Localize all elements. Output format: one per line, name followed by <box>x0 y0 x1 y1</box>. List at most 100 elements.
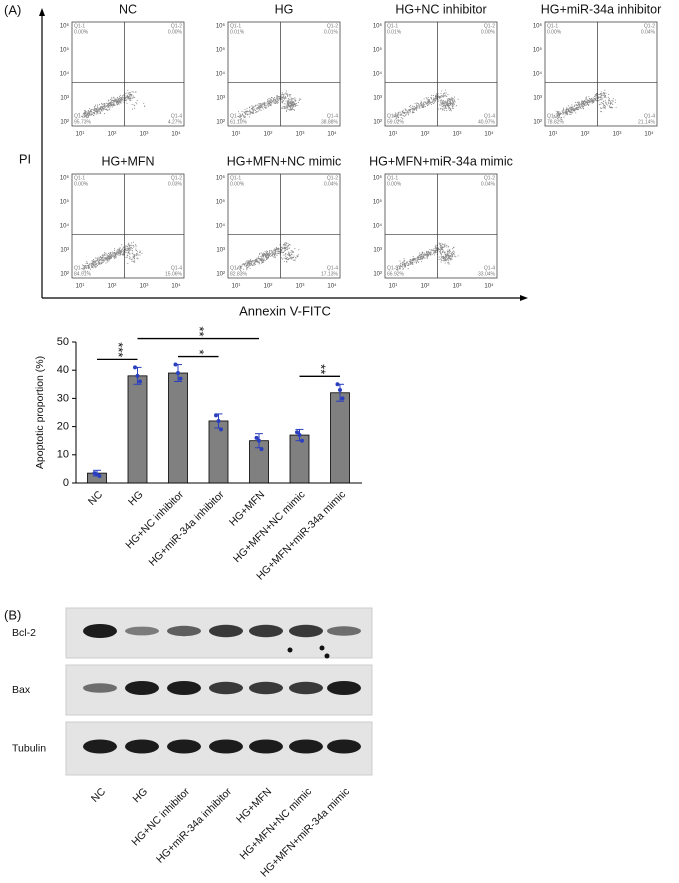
event-dot <box>576 102 578 104</box>
event-dot <box>117 252 119 255</box>
event-dot <box>395 118 397 120</box>
event-dot <box>605 97 607 99</box>
event-dot <box>119 250 122 252</box>
row-label: Bcl-2 <box>12 627 36 639</box>
event-dot <box>573 108 575 110</box>
event-dot <box>102 109 104 111</box>
event-dot <box>248 260 250 262</box>
quadrant-name: Q1-2 <box>484 175 495 181</box>
event-dot <box>455 105 457 107</box>
event-dot <box>423 104 425 106</box>
event-dot <box>103 102 105 104</box>
event-dot <box>87 265 89 267</box>
event-dot <box>245 111 248 113</box>
event-dot <box>90 114 92 116</box>
x-tick-label: 10³ <box>453 132 462 138</box>
event-dot <box>262 108 264 110</box>
event-dot <box>255 263 257 266</box>
event-dot <box>276 254 278 256</box>
event-dot <box>260 104 262 106</box>
event-dot <box>585 96 588 98</box>
event-dot <box>449 103 451 105</box>
y-tick-label: 10⁴ <box>373 223 383 230</box>
event-dot <box>110 101 112 103</box>
event-dot <box>434 247 436 250</box>
event-dot <box>571 109 573 111</box>
event-dot <box>245 262 247 264</box>
event-dot <box>567 105 569 107</box>
event-dot <box>267 256 269 258</box>
quadrant-value: 33.04% <box>478 271 496 277</box>
x-tick-label: 10² <box>108 132 117 138</box>
event-dot <box>605 100 607 102</box>
y-tick-label: 10⁵ <box>216 47 226 54</box>
event-dot <box>282 252 284 254</box>
event-dot <box>600 102 602 104</box>
event-dot <box>87 113 89 115</box>
quadrant-value: 0.01% <box>387 29 402 35</box>
event-dot <box>264 103 266 105</box>
event-dot <box>288 253 290 256</box>
event-dot <box>251 108 253 110</box>
event-dot <box>290 105 292 107</box>
blot-spot <box>319 645 325 651</box>
event-dot <box>441 259 443 261</box>
event-dot <box>442 249 444 251</box>
event-dot <box>89 109 92 111</box>
event-dot <box>270 100 272 102</box>
event-dot <box>84 111 86 113</box>
event-dot <box>276 247 278 249</box>
event-dot <box>295 99 297 101</box>
event-dot <box>135 249 137 252</box>
event-dot <box>126 245 128 247</box>
event-dot <box>98 257 100 259</box>
event-dot <box>96 257 98 259</box>
event-dot <box>558 117 560 119</box>
event-dot <box>557 112 560 115</box>
event-dot <box>263 261 265 263</box>
event-dot <box>143 102 145 104</box>
event-dot <box>243 116 245 119</box>
event-dot <box>249 112 251 114</box>
event-dot <box>294 103 296 106</box>
event-dot <box>130 248 132 250</box>
event-dot <box>265 252 267 254</box>
event-dot <box>289 252 291 254</box>
event-dot <box>102 259 104 261</box>
event-dot <box>405 114 407 116</box>
event-dot <box>444 89 446 91</box>
event-dot <box>448 251 450 253</box>
bar <box>330 392 350 484</box>
y-axis-label: Apoptotic proportion (%) <box>34 356 46 469</box>
event-dot <box>413 257 415 259</box>
event-dot <box>402 112 404 114</box>
event-dot <box>406 262 408 264</box>
event-dot <box>266 253 268 255</box>
event-dot <box>130 247 132 249</box>
event-dot <box>103 260 105 262</box>
event-dot <box>440 258 442 260</box>
event-dot <box>552 117 554 119</box>
x-tick-label: 10⁴ <box>644 131 654 138</box>
blot-band <box>327 626 361 636</box>
event-dot <box>125 256 127 258</box>
event-dot <box>100 258 102 260</box>
event-dot <box>130 244 132 246</box>
event-dot <box>246 269 248 271</box>
event-dot <box>246 268 248 270</box>
event-dot <box>105 262 107 264</box>
quadrant-value: 0.00% <box>230 181 245 187</box>
event-dot <box>289 109 291 111</box>
x-tick-label: HG <box>126 489 146 509</box>
event-dot <box>273 256 275 258</box>
event-dot <box>263 260 265 262</box>
y-tick-label: 10⁵ <box>60 199 70 206</box>
blot-band <box>125 626 159 636</box>
event-dot <box>281 101 283 103</box>
event-dot <box>433 254 435 256</box>
event-dot <box>440 101 442 103</box>
event-dot <box>574 109 576 112</box>
event-dot <box>614 101 616 104</box>
event-dot <box>271 102 273 104</box>
event-dot <box>109 102 111 104</box>
